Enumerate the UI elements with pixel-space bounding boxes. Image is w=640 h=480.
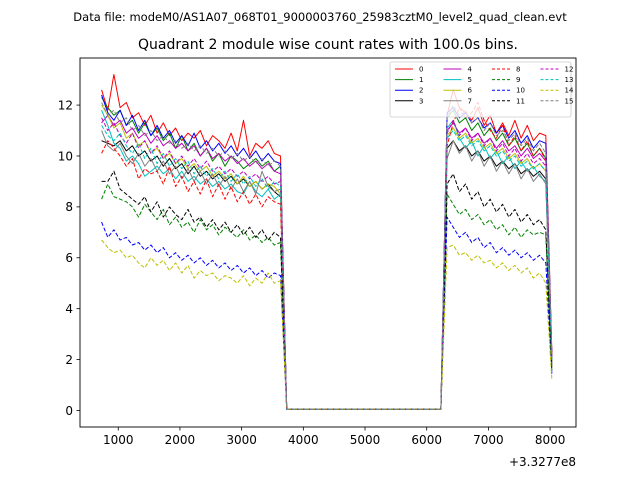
axes-frame bbox=[79, 57, 577, 428]
y-tick-label: 6 bbox=[65, 251, 73, 265]
chart-title: Quadrant 2 module wise count rates with … bbox=[138, 37, 518, 53]
legend-label-1: 1 bbox=[419, 76, 423, 84]
y-tick-label: 12 bbox=[58, 98, 73, 112]
legend-label-9: 9 bbox=[516, 76, 520, 84]
x-tick-label: 1000 bbox=[103, 433, 134, 447]
y-tick-label: 0 bbox=[65, 404, 73, 418]
legend-label-10: 10 bbox=[516, 87, 525, 95]
legend-label-7: 7 bbox=[468, 97, 472, 105]
legend-label-8: 8 bbox=[516, 66, 520, 74]
legend-label-3: 3 bbox=[419, 97, 423, 105]
chart-suptitle: Data file: modeM0/AS1A07_068T01_90000037… bbox=[73, 10, 567, 24]
legend-label-0: 0 bbox=[419, 66, 423, 74]
legend-label-15: 15 bbox=[565, 97, 574, 105]
x-tick-label: 5000 bbox=[350, 433, 381, 447]
x-tick-label: 2000 bbox=[165, 433, 196, 447]
y-tick-label: 2 bbox=[65, 353, 73, 367]
axes-ticks: 1000 2000 3000 4000 5000 6000 7000 8000 0 2 4 6 8 10 1… bbox=[58, 98, 566, 447]
legend-frame bbox=[389, 61, 572, 118]
legend-label-13: 13 bbox=[565, 76, 574, 84]
x-tick-label: 4000 bbox=[288, 433, 319, 447]
x-tick-label: 8000 bbox=[535, 433, 566, 447]
plot-area bbox=[101, 74, 553, 410]
x-offset-label: +3.3277e8 bbox=[509, 455, 576, 469]
legend-label-6: 6 bbox=[468, 87, 473, 95]
x-tick-label: 7000 bbox=[473, 433, 504, 447]
x-tick-label: 3000 bbox=[226, 433, 257, 447]
y-tick-label: 4 bbox=[65, 302, 73, 316]
legend-label-12: 12 bbox=[565, 66, 574, 74]
series-line-15 bbox=[101, 102, 553, 410]
y-tick-label: 8 bbox=[65, 200, 73, 214]
legend-label-4: 4 bbox=[468, 66, 473, 74]
legend-label-11: 11 bbox=[516, 97, 525, 105]
x-tick-label: 6000 bbox=[411, 433, 442, 447]
legend-label-2: 2 bbox=[419, 87, 423, 95]
legend-label-5: 5 bbox=[468, 76, 472, 84]
series-line-13 bbox=[101, 125, 553, 410]
series-line-14 bbox=[101, 239, 553, 410]
y-tick-label: 10 bbox=[58, 149, 73, 163]
legend-label-14: 14 bbox=[565, 87, 574, 95]
